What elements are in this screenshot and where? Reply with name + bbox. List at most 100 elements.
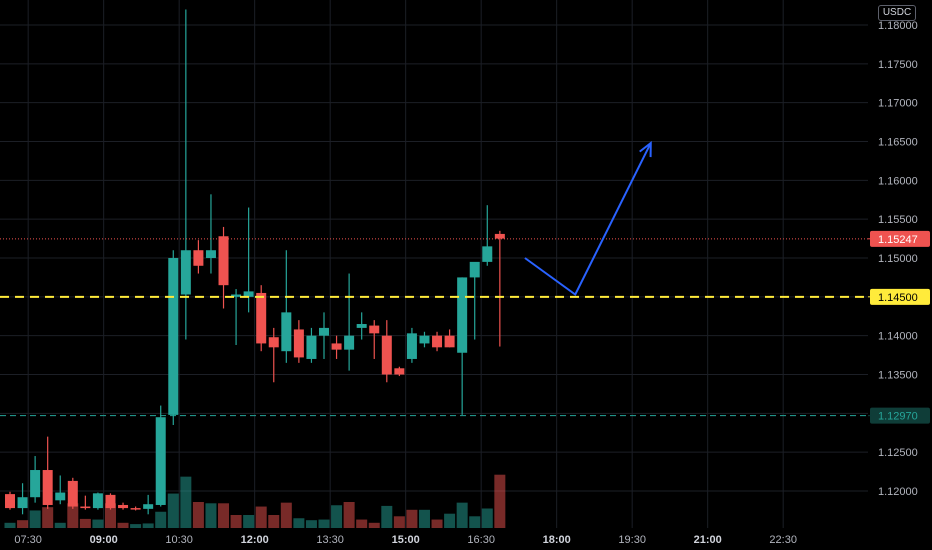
volume-bar <box>268 515 280 528</box>
volume-bar <box>381 505 393 528</box>
time-tick-label: 19:30 <box>618 534 646 546</box>
candle-body[interactable] <box>218 236 229 286</box>
volume-bar <box>142 523 154 528</box>
candle-body[interactable] <box>444 335 455 348</box>
time-axis[interactable]: 07:30 09:00 10:30 12:00 13:30 15:00 16:30 18:00… <box>14 534 797 546</box>
volume-bar <box>155 511 167 528</box>
trend-path[interactable] <box>524 142 652 297</box>
volume-bar <box>54 522 66 528</box>
candle-body[interactable] <box>55 492 66 501</box>
candle-body[interactable] <box>231 294 242 297</box>
volume-bar <box>293 518 305 528</box>
price-tick-label: 1.12000 <box>878 486 918 498</box>
time-tick-label: 07:30 <box>14 534 42 546</box>
volume-bar <box>280 502 292 528</box>
candle-body[interactable] <box>180 250 191 295</box>
volume-bar <box>67 503 79 528</box>
candle-body[interactable] <box>281 312 292 352</box>
low-level-price-label-bg <box>870 407 930 424</box>
time-tick-label: 16:30 <box>467 534 495 546</box>
candle-body[interactable] <box>344 335 355 350</box>
candle-body[interactable] <box>306 335 317 359</box>
price-axis[interactable]: 1.18000 1.17500 1.17000 1.16500 1.16000 1.155… <box>868 20 930 498</box>
price-tick-label: 1.14000 <box>878 331 918 343</box>
price-tick-label: 1.15500 <box>878 214 918 226</box>
volume-bar <box>4 522 16 528</box>
volume-bar <box>17 520 29 528</box>
candle-body[interactable] <box>319 327 329 336</box>
volume-bar <box>343 502 355 528</box>
volume-bar <box>456 502 468 528</box>
candle-body[interactable] <box>457 277 468 353</box>
candle-body[interactable] <box>243 291 254 297</box>
candles[interactable] <box>5 9 505 515</box>
price-tick-label: 1.16000 <box>878 175 918 187</box>
candle-body[interactable] <box>419 335 430 344</box>
time-tick-label: 15:00 <box>392 534 420 546</box>
candle-body[interactable] <box>168 258 179 415</box>
candle-body[interactable] <box>130 508 141 510</box>
candle-body[interactable] <box>67 480 78 507</box>
trend-drawing[interactable] <box>524 140 652 297</box>
volume-bar <box>255 506 267 528</box>
volume-bar <box>318 519 330 528</box>
candle-body[interactable] <box>394 368 405 375</box>
time-tick-label: 12:00 <box>241 534 269 546</box>
last-price-label-bg <box>870 230 930 247</box>
volume-bar <box>79 518 91 528</box>
support-price-label-bg <box>870 288 930 305</box>
time-tick-label: 21:00 <box>694 534 722 546</box>
volume-bar <box>331 505 343 528</box>
candle-body[interactable] <box>205 250 216 258</box>
volume-bar <box>481 508 493 528</box>
candle-body[interactable] <box>432 335 443 348</box>
volume-bar <box>368 522 380 528</box>
candle-body[interactable] <box>482 246 493 262</box>
candle-body[interactable] <box>30 470 41 498</box>
candle-body[interactable] <box>5 494 15 509</box>
volume-bar <box>444 513 456 528</box>
candle-body[interactable] <box>268 337 279 348</box>
candle-body[interactable] <box>80 506 91 509</box>
time-tick-label: 13:30 <box>316 534 344 546</box>
volume-bar <box>431 519 443 528</box>
volume-bar <box>305 520 317 528</box>
volume-histogram <box>4 474 506 528</box>
volume-bar <box>393 516 405 528</box>
candle-body[interactable] <box>118 504 129 509</box>
candle-body[interactable] <box>356 324 367 328</box>
candle-body[interactable] <box>105 494 116 509</box>
volume-bar <box>104 503 116 528</box>
volume-bar <box>356 519 368 528</box>
candle-body[interactable] <box>193 250 204 266</box>
candle-body[interactable] <box>143 504 154 509</box>
candle-body[interactable] <box>293 329 304 358</box>
currency-badge[interactable]: USDC <box>878 5 916 21</box>
last-price-label[interactable]: 1.15247 <box>878 234 918 246</box>
volume-bar <box>130 524 142 528</box>
candle-body[interactable] <box>369 325 380 334</box>
candle-body[interactable] <box>155 417 166 505</box>
candle-body[interactable] <box>92 493 103 509</box>
volume-bar <box>469 516 481 528</box>
price-tick-label: 1.16500 <box>878 137 918 149</box>
candle-body[interactable] <box>381 335 392 375</box>
candle-body[interactable] <box>256 292 267 344</box>
candle-body[interactable] <box>494 233 505 239</box>
time-tick-label: 09:00 <box>90 534 118 546</box>
time-tick-label: 22:30 <box>769 534 797 546</box>
candle-body[interactable] <box>42 470 53 505</box>
price-tick-label: 1.12500 <box>878 447 918 459</box>
price-tick-label: 1.18000 <box>878 20 918 32</box>
candle-body[interactable] <box>406 333 417 359</box>
volume-bar <box>192 502 204 528</box>
price-levels[interactable] <box>0 238 868 417</box>
candle-body[interactable] <box>331 343 342 350</box>
low-level-price-label[interactable]: 1.12970 <box>878 411 918 423</box>
candle-body[interactable] <box>469 261 480 278</box>
price-tick-label: 1.15000 <box>878 253 918 265</box>
grid <box>0 0 868 528</box>
support-price-label[interactable]: 1.14500 <box>878 292 918 304</box>
candle-body[interactable] <box>17 497 28 509</box>
